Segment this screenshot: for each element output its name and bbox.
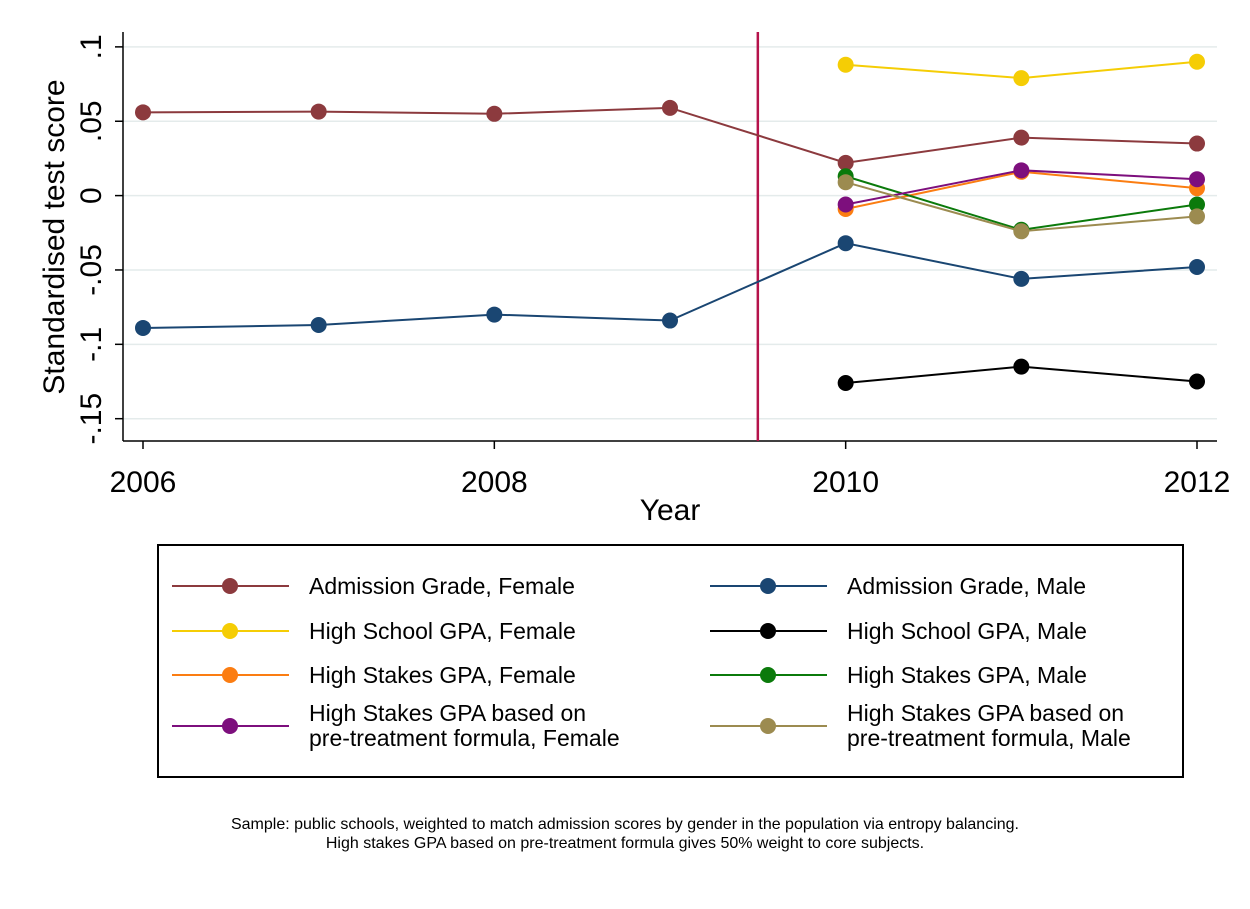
data-point: [1013, 162, 1030, 179]
legend-marker: [222, 718, 238, 734]
x-tick-label: 2008: [461, 466, 528, 499]
data-point: [837, 174, 854, 191]
y-tick-label: .1: [75, 34, 108, 59]
series-7: [837, 174, 1205, 240]
note-line-2: High stakes GPA based on pre-treatment f…: [325, 835, 925, 852]
series-6: [837, 162, 1205, 213]
series-line: [142, 106, 1198, 164]
legend-item: High School GPA, Female: [172, 618, 576, 644]
y-tick-label: 0: [75, 187, 108, 204]
data-point: [486, 306, 503, 323]
note-line-1: Sample: public schools, weighted to matc…: [230, 816, 1019, 833]
x-tick-label: 2006: [110, 466, 177, 499]
axes: -.15 -.1 -.05 0 .05 .1 2006 2008 2010 2012: [75, 32, 1230, 499]
legend-item: High School GPA, Male: [710, 618, 1087, 644]
series-layer: [135, 53, 1205, 391]
data-point: [1189, 208, 1205, 225]
data-point: [1189, 135, 1205, 152]
legend-label: High School GPA, Female: [309, 618, 576, 644]
data-point: [1189, 373, 1205, 390]
data-point: [1013, 270, 1030, 287]
legend-marker: [222, 667, 238, 683]
x-tick-label: 2012: [1164, 466, 1231, 499]
legend-item: Admission Grade, Male: [710, 573, 1086, 599]
data-point: [1189, 196, 1205, 213]
legend-marker: [760, 667, 776, 683]
y-axis-title: Standardised test score: [38, 79, 71, 394]
data-point: [135, 319, 151, 336]
series-3: [837, 358, 1205, 391]
legend: Admission Grade, Female Admission Grade, …: [157, 544, 1184, 778]
data-point: [310, 316, 327, 333]
data-point: [1013, 358, 1030, 375]
legend-label: High Stakes GPA, Male: [847, 662, 1087, 688]
data-point: [486, 105, 503, 122]
data-point: [1189, 258, 1205, 275]
legend-marker: [760, 623, 776, 639]
legend-box: [157, 544, 1184, 778]
legend-label: Admission Grade, Female: [309, 573, 575, 599]
legend-label: pre-treatment formula, Female: [309, 725, 620, 751]
data-point: [1013, 223, 1030, 240]
x-axis-title: Year: [640, 494, 701, 527]
series-2: [837, 53, 1205, 87]
legend-label: Admission Grade, Male: [847, 573, 1086, 599]
legend-marker: [222, 623, 238, 639]
legend-label: High Stakes GPA based on: [309, 700, 586, 726]
data-point: [837, 374, 854, 391]
data-point: [837, 154, 854, 171]
legend-item: High Stakes GPA, Female: [172, 662, 576, 688]
y-tick-label: -.1: [75, 327, 108, 362]
y-tick-label: .05: [75, 100, 108, 142]
series-0: [135, 99, 1205, 171]
legend-marker: [760, 718, 776, 734]
data-point: [1013, 70, 1030, 87]
x-tick-label: 2010: [812, 466, 879, 499]
legend-item: Admission Grade, Female: [172, 573, 575, 599]
legend-label: High Stakes GPA based on: [847, 700, 1124, 726]
data-point: [310, 103, 327, 120]
data-point: [1189, 53, 1205, 70]
data-point: [837, 56, 854, 73]
grid-lines: [123, 46, 1217, 420]
legend-label: pre-treatment formula, Male: [847, 725, 1131, 751]
data-point: [837, 196, 854, 213]
legend-label: High Stakes GPA, Female: [309, 662, 576, 688]
legend-label: High School GPA, Male: [847, 618, 1087, 644]
y-tick-label: -.15: [75, 393, 108, 445]
data-point: [837, 235, 854, 252]
legend-marker: [222, 578, 238, 594]
data-point: [1189, 171, 1205, 188]
legend-marker: [760, 578, 776, 594]
data-point: [662, 99, 678, 116]
data-point: [1013, 129, 1030, 146]
legend-item: High Stakes GPA, Male: [710, 662, 1087, 688]
y-tick-label: -.05: [75, 244, 108, 296]
data-point: [662, 312, 678, 329]
series-1: [135, 235, 1205, 336]
data-point: [135, 104, 151, 121]
